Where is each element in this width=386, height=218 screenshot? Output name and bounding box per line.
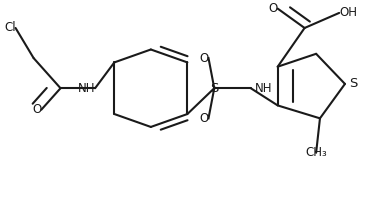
Text: S: S — [210, 82, 218, 95]
Text: Cl: Cl — [4, 22, 15, 34]
Text: NH: NH — [255, 82, 272, 95]
Text: O: O — [199, 52, 208, 65]
Text: CH₃: CH₃ — [305, 146, 327, 159]
Text: OH: OH — [339, 6, 357, 19]
Text: NH: NH — [78, 82, 95, 95]
Text: S: S — [349, 77, 357, 90]
Text: O: O — [32, 103, 41, 116]
Text: O: O — [199, 112, 208, 125]
Text: O: O — [268, 2, 278, 15]
